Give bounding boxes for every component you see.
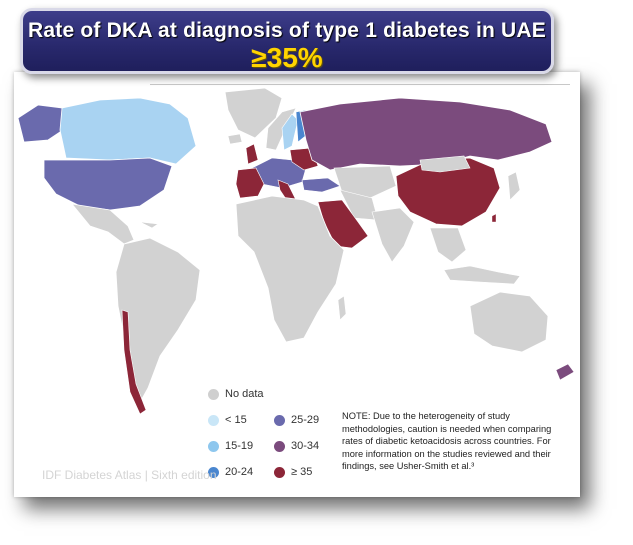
- usa: [43, 157, 173, 211]
- australia: [469, 291, 549, 353]
- legend-label: 20-24: [225, 466, 254, 478]
- legend-swatch: [274, 466, 285, 478]
- cuba: [139, 221, 159, 229]
- japan: [507, 171, 521, 201]
- central-asia: [333, 165, 397, 199]
- madagascar: [337, 295, 347, 321]
- dka-rate-value: ≥35%: [251, 42, 323, 73]
- chile: [121, 309, 147, 415]
- southeast-asia: [429, 227, 467, 263]
- legend-item-15-19: 15-19: [208, 440, 253, 452]
- legend-label: No data: [225, 388, 264, 400]
- western-europe: [251, 157, 307, 189]
- page-title: Rate of DKA at diagnosis of type 1 diabe…: [28, 19, 546, 42]
- methodology-note: NOTE: Due to the heterogeneity of study …: [342, 411, 552, 471]
- canada: [59, 97, 197, 165]
- mongolia: [419, 155, 471, 173]
- legend-label: 15-19: [225, 440, 254, 452]
- greenland: [224, 87, 283, 139]
- title-banner: Rate of DKA at diagnosis of type 1 diabe…: [20, 8, 554, 74]
- iceland: [227, 133, 243, 145]
- legend-swatch: [274, 414, 285, 426]
- south-america: [115, 237, 201, 407]
- legend-swatch: [208, 388, 219, 400]
- legend-item-20-24: 20-24: [208, 466, 253, 478]
- legend-swatch: [208, 440, 219, 452]
- legend-item-lt15: < 15: [208, 414, 247, 426]
- legend-swatch: [208, 466, 219, 478]
- russia: [299, 97, 553, 171]
- legend-label: 25-29: [291, 414, 320, 426]
- sweden: [281, 113, 299, 151]
- africa: [235, 195, 345, 343]
- france-spain: [235, 167, 265, 199]
- turkey: [301, 177, 341, 193]
- mexico: [71, 203, 135, 245]
- legend-item-25-29: 25-29: [274, 414, 319, 426]
- legend-label: ≥ 35: [291, 466, 313, 478]
- legend-item-gte35: ≥ 35: [274, 466, 312, 478]
- legend-label: 30-34: [291, 440, 320, 452]
- taiwan: [491, 213, 497, 223]
- legend-swatch: [208, 414, 219, 426]
- legend-item-30-34: 30-34: [274, 440, 319, 452]
- header-rule: [150, 84, 570, 85]
- new-zealand: [555, 363, 575, 381]
- uk: [245, 143, 259, 165]
- india: [371, 207, 415, 263]
- source-watermark: IDF Diabetes Atlas | Sixth edition: [42, 468, 217, 482]
- legend-swatch: [274, 440, 285, 452]
- alaska: [17, 104, 67, 143]
- legend-item-no-data: No data: [208, 388, 264, 400]
- legend-label: < 15: [225, 414, 247, 426]
- indonesia: [443, 265, 521, 285]
